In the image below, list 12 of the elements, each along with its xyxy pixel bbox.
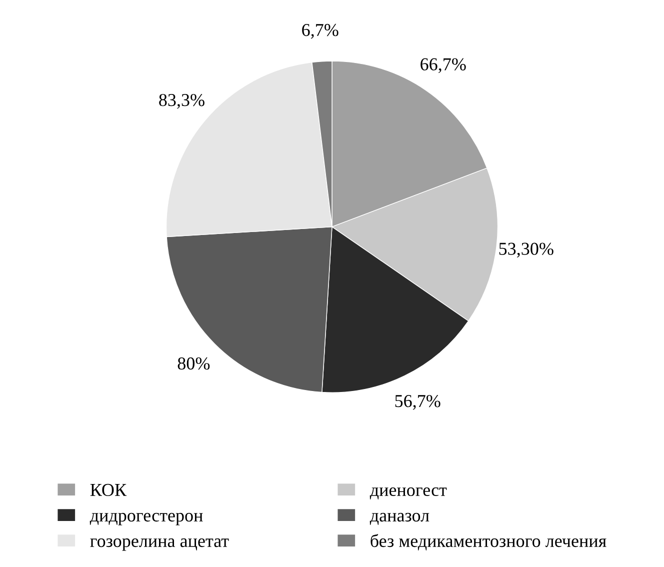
legend-label: без медикаментозного лечения xyxy=(370,534,606,550)
data-label: 80% xyxy=(178,357,210,370)
legend-label: КОК xyxy=(90,484,127,496)
legend-label: гозорелина ацетат xyxy=(90,538,229,551)
data-label: 56,7% xyxy=(395,394,440,410)
data-label: 83,3% xyxy=(159,94,204,109)
legend-label: даназол xyxy=(370,512,430,525)
data-label: 53,30% xyxy=(499,242,554,258)
data-label: 6,7% xyxy=(302,24,338,39)
data-label: 66,7% xyxy=(420,58,466,73)
legend-label: диеногест xyxy=(370,487,447,500)
legend-label: дидрогестерон xyxy=(90,512,203,526)
